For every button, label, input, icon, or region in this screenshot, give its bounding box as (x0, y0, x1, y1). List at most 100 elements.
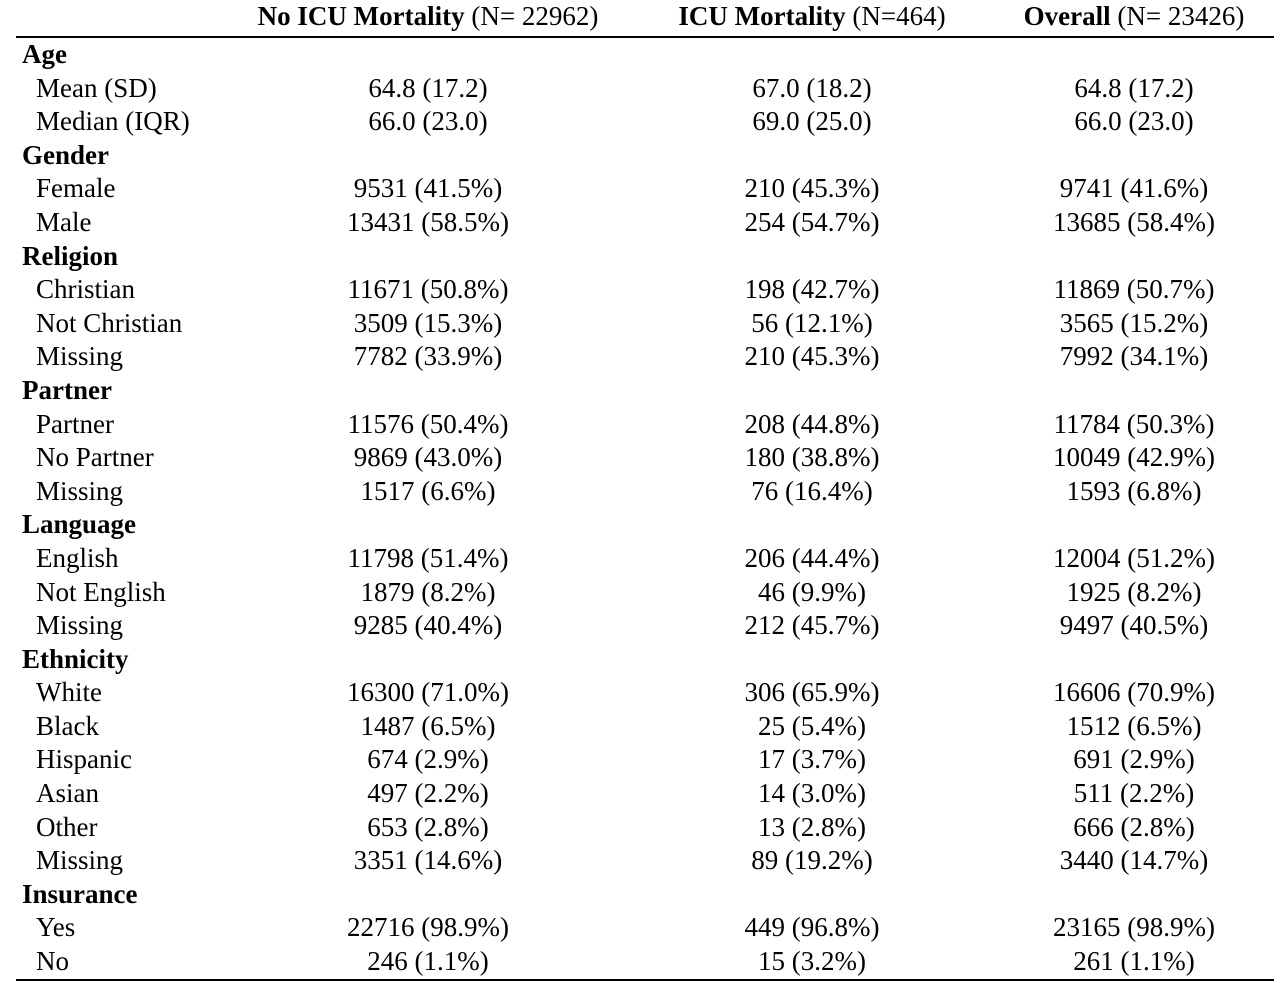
cell-icu-mortality: 198 (42.7%) (744, 274, 880, 305)
cell-overall: 23165 (98.9%) (1053, 912, 1215, 943)
cell-icu-mortality: 89 (19.2%) (751, 845, 873, 876)
cell-overall: 261 (1.1%) (994, 945, 1274, 981)
table-row: Yes 22716 (98.9%) 449 (96.8%) 23165 (98.9%) (16, 911, 1274, 945)
row-label: Partner (36, 408, 114, 439)
group-empty-cell (226, 643, 630, 677)
header-overall-count: (N= 23426) (1110, 1, 1245, 31)
cell-no-icu-mortality: 1879 (8.2%) (360, 576, 496, 607)
table-row: English 11798 (51.4%) 206 (44.4%) 12004 (51… (16, 542, 1274, 576)
cell-no-icu-mortality: 64.8 (17.2) (368, 72, 488, 103)
cell-no-icu-mortality: 13431 (58.5%) (347, 206, 509, 237)
table-row: Partner 11576 (50.4%) 208 (44.8%) 11784 (50… (16, 408, 1274, 442)
group-empty-cell (630, 878, 994, 912)
cell-no-icu-mortality: 674 (2.9%) (367, 744, 489, 775)
cell-overall: 3565 (15.2%) (1059, 307, 1209, 338)
group-empty-cell (226, 240, 630, 274)
group-empty-cell (226, 37, 630, 72)
header-no-icu-mortality-title: No ICU Mortality (257, 1, 465, 31)
group-empty-cell (630, 508, 994, 542)
cell-icu-mortality: 13 (2.8%) (758, 811, 866, 842)
table-row: No 246 (1.1%) 15 (3.2%) 261 (1.1%) (16, 945, 1274, 981)
cell-no-icu-mortality: 11798 (51.4%) (347, 542, 509, 573)
group-row: Insurance (16, 878, 1274, 912)
group-empty-cell (630, 139, 994, 173)
table-row: Male 13431 (58.5%) 254 (54.7%) 13685 (58.4%… (16, 206, 1274, 240)
group-row: Age (16, 37, 1274, 72)
row-label: Missing (36, 610, 124, 641)
group-empty-cell (994, 240, 1274, 274)
group-title: Insurance (22, 878, 138, 909)
table-row: Missing 1517 (6.6%) 76 (16.4%) 1593 (6.8%) (16, 475, 1274, 509)
cell-no-icu-mortality: 1517 (6.6%) (360, 475, 496, 506)
row-label: No Partner (36, 442, 154, 473)
group-empty-cell (630, 37, 994, 72)
cell-icu-mortality: 306 (65.9%) (744, 677, 880, 708)
cell-icu-mortality: 17 (3.7%) (758, 744, 866, 775)
cell-overall: 66.0 (23.0) (1074, 106, 1194, 137)
group-empty-cell (994, 37, 1274, 72)
header-icu-mortality-title: ICU Mortality (678, 1, 846, 31)
table-row: Asian 497 (2.2%) 14 (3.0%) 511 (2.2%) (16, 777, 1274, 811)
group-empty-cell (630, 240, 994, 274)
row-label: Missing (36, 475, 124, 506)
row-label: Missing (36, 341, 124, 372)
row-label: Mean (SD) (36, 72, 157, 103)
cell-overall: 3440 (14.7%) (1059, 845, 1209, 876)
cell-overall: 1925 (8.2%) (1066, 576, 1202, 607)
cell-icu-mortality: 180 (38.8%) (744, 442, 880, 473)
row-label: Not Christian (36, 307, 183, 338)
row-label: Male (36, 206, 92, 237)
group-row: Gender (16, 139, 1274, 173)
header-overall: Overall (N= 23426) (994, 0, 1274, 37)
cell-no-icu-mortality: 497 (2.2%) (367, 778, 489, 809)
table-row: Black 1487 (6.5%) 25 (5.4%) 1512 (6.5%) (16, 710, 1274, 744)
cell-overall: 10049 (42.9%) (1053, 442, 1215, 473)
table-row: Not Christian 3509 (15.3%) 56 (12.1%) 3565 … (16, 307, 1274, 341)
group-title: Age (22, 39, 67, 69)
table-row: Female 9531 (41.5%) 210 (45.3%) 9741 (41.6%… (16, 172, 1274, 206)
cell-no-icu-mortality: 9869 (43.0%) (353, 442, 503, 473)
table-header: No ICU Mortality (N= 22962) ICU Mortalit… (16, 0, 1274, 37)
row-label: No (16, 945, 226, 981)
table-row: Mean (SD) 64.8 (17.2) 67.0 (18.2) 64.8 (17.… (16, 72, 1274, 106)
cell-no-icu-mortality: 653 (2.8%) (367, 811, 489, 842)
cell-icu-mortality: 46 (9.9%) (758, 576, 866, 607)
cell-icu-mortality: 15 (3.2%) (630, 945, 994, 981)
row-label: Asian (36, 778, 99, 809)
row-label: Christian (36, 274, 135, 305)
cell-overall: 511 (2.2%) (1073, 778, 1195, 809)
group-empty-cell (226, 139, 630, 173)
cell-no-icu-mortality: 11671 (50.8%) (347, 274, 509, 305)
table-row: Not English 1879 (8.2%) 46 (9.9%) 1925 (8.2… (16, 576, 1274, 610)
cell-overall: 9497 (40.5%) (1059, 610, 1209, 641)
table-row: Missing 3351 (14.6%) 89 (19.2%) 3440 (14.7%… (16, 844, 1274, 878)
table-row: Missing 9285 (40.4%) 212 (45.7%) 9497 (40.5… (16, 609, 1274, 643)
row-label: Missing (36, 845, 124, 876)
cell-overall: 12004 (51.2%) (1053, 542, 1215, 573)
group-row: Language (16, 508, 1274, 542)
cell-overall: 1512 (6.5%) (1066, 710, 1202, 741)
row-label: Not English (36, 576, 166, 607)
document: No ICU Mortality (N= 22962) ICU Mortalit… (16, 0, 1274, 981)
cell-no-icu-mortality: 3351 (14.6%) (353, 845, 503, 876)
cell-overall: 11869 (50.7%) (1053, 274, 1215, 305)
header-row: No ICU Mortality (N= 22962) ICU Mortalit… (16, 0, 1274, 37)
cell-no-icu-mortality: 22716 (98.9%) (347, 912, 509, 943)
table-body: Age Mean (SD) 64.8 (17.2) 67.0 (18.2) 64.8 (… (16, 37, 1274, 981)
cell-no-icu-mortality: 246 (1.1%) (226, 945, 630, 981)
table-row: Christian 11671 (50.8%) 198 (42.7%) 11869 (… (16, 273, 1274, 307)
group-title: Gender (22, 139, 109, 170)
group-empty-cell (630, 643, 994, 677)
row-label: Black (36, 710, 99, 741)
cell-icu-mortality: 254 (54.7%) (744, 206, 880, 237)
cell-no-icu-mortality: 1487 (6.5%) (360, 710, 496, 741)
header-overall-title: Overall (1023, 1, 1111, 31)
cell-icu-mortality: 208 (44.8%) (744, 408, 880, 439)
table-row: Missing 7782 (33.9%) 210 (45.3%) 7992 (34.1… (16, 340, 1274, 374)
group-row: Religion (16, 240, 1274, 274)
table-row: Hispanic 674 (2.9%) 17 (3.7%) 691 (2.9%) (16, 743, 1274, 777)
header-no-icu-mortality-count: (N= 22962) (464, 1, 599, 31)
group-empty-cell (994, 374, 1274, 408)
row-label: Female (36, 173, 116, 204)
group-empty-cell (994, 139, 1274, 173)
